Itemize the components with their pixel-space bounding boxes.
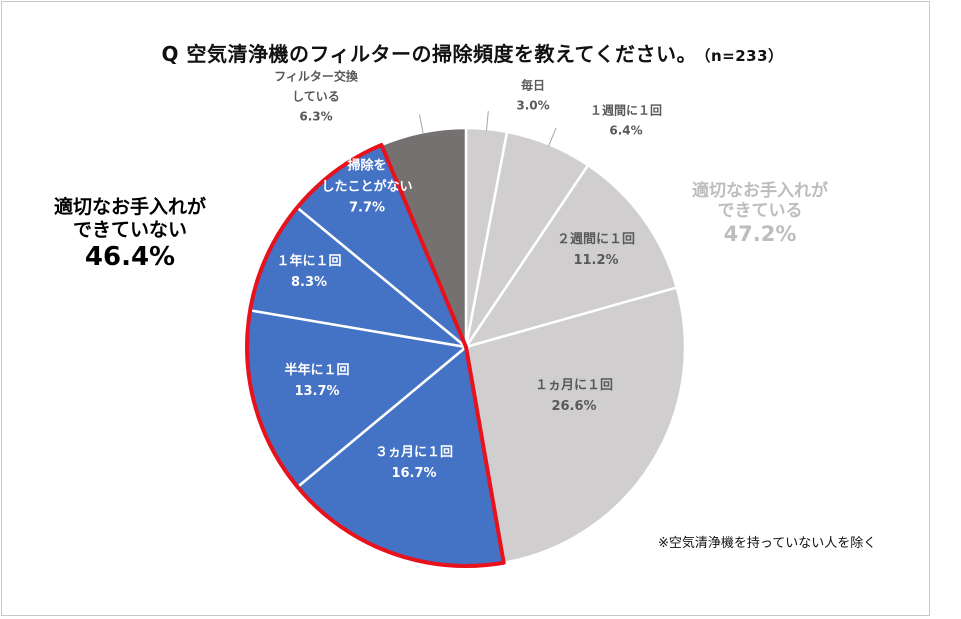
slice-value-label: 7.7% xyxy=(349,201,385,216)
maintained-percent: 47.2% xyxy=(723,221,797,246)
chart-title: Q 空気清浄機のフィルターの掃除頻度を教えてください。 （n=233） xyxy=(0,38,945,67)
title-text: Q 空気清浄機のフィルターの掃除頻度を教えてください。 xyxy=(161,42,697,66)
leader-line-2 xyxy=(548,127,557,147)
slice-value-label: 16.7% xyxy=(391,466,436,481)
slice-label-group-5: ３ヵ月に１回 16.7% xyxy=(375,445,453,481)
slice-label-group-7: １年に１回 8.3% xyxy=(276,253,341,290)
slice-category-label: 半年に１回 xyxy=(284,362,349,378)
slice-category-label: １ヵ月に１回 xyxy=(535,378,613,393)
slice-value-label: 11.2% xyxy=(573,253,618,268)
not-maintained-line2: できていない xyxy=(72,218,187,241)
slice-label-group-3: ２週間に１回 11.2% xyxy=(557,232,635,268)
maintained-line1: 適切なお手入れが xyxy=(692,181,828,201)
slice-category-label: 毎日 xyxy=(521,78,545,93)
slice-value-label: 6.3% xyxy=(299,110,332,124)
slice-category-label: ２週間に１回 xyxy=(557,232,635,247)
not-maintained-highlight xyxy=(245,142,506,568)
leader-line-1 xyxy=(485,111,489,132)
slice-value-label: 8.3% xyxy=(291,275,327,290)
slice-value-label: 6.4% xyxy=(609,124,642,138)
pie-slices xyxy=(245,126,687,568)
not-maintained-percent: 46.4% xyxy=(84,241,176,272)
not-maintained-group-label: 適切なお手入れが できていない 46.4% xyxy=(20,196,240,273)
slice-value-label: 26.6% xyxy=(551,399,596,414)
slice-category-label: ３ヵ月に１回 xyxy=(375,445,453,460)
pie-labels: 毎日 3.0% １週間に１回 6.4% ２週間に１回 11.2% １ヵ月に１回 26.6% ３ヵ… xyxy=(274,69,662,482)
slice-category-label: １週間に１回 xyxy=(590,103,662,118)
slice-label-group-4: １ヵ月に１回 26.6% xyxy=(535,378,613,414)
sample-size: （n=233） xyxy=(702,47,784,65)
slice-category-label: フィルター交換 xyxy=(274,69,359,84)
slice-category-label: している xyxy=(292,90,340,104)
slice-category-label: したことがない xyxy=(321,179,412,195)
slice-label-group-6: 半年に１回 13.7% xyxy=(284,362,349,399)
not-maintained-line1: 適切なお手入れが xyxy=(53,196,206,218)
maintained-group-label: 適切なお手入れが できている 47.2% xyxy=(660,181,860,247)
slice-value-label: 13.7% xyxy=(294,384,339,399)
slice-category-label: 掃除を xyxy=(347,158,386,174)
slice-value-label: 3.0% xyxy=(516,99,549,113)
slice-label-group-2: １週間に１回 6.4% xyxy=(590,103,662,138)
footnote: ※空気清浄機を持っていない人を除く xyxy=(658,536,877,551)
slice-category-label: １年に１回 xyxy=(276,253,341,269)
slice-label-group-1: 毎日 3.0% xyxy=(516,78,549,113)
maintained-line2: できている xyxy=(717,201,803,222)
leader-line-9 xyxy=(418,114,424,135)
pie-slice-4 xyxy=(464,285,687,565)
